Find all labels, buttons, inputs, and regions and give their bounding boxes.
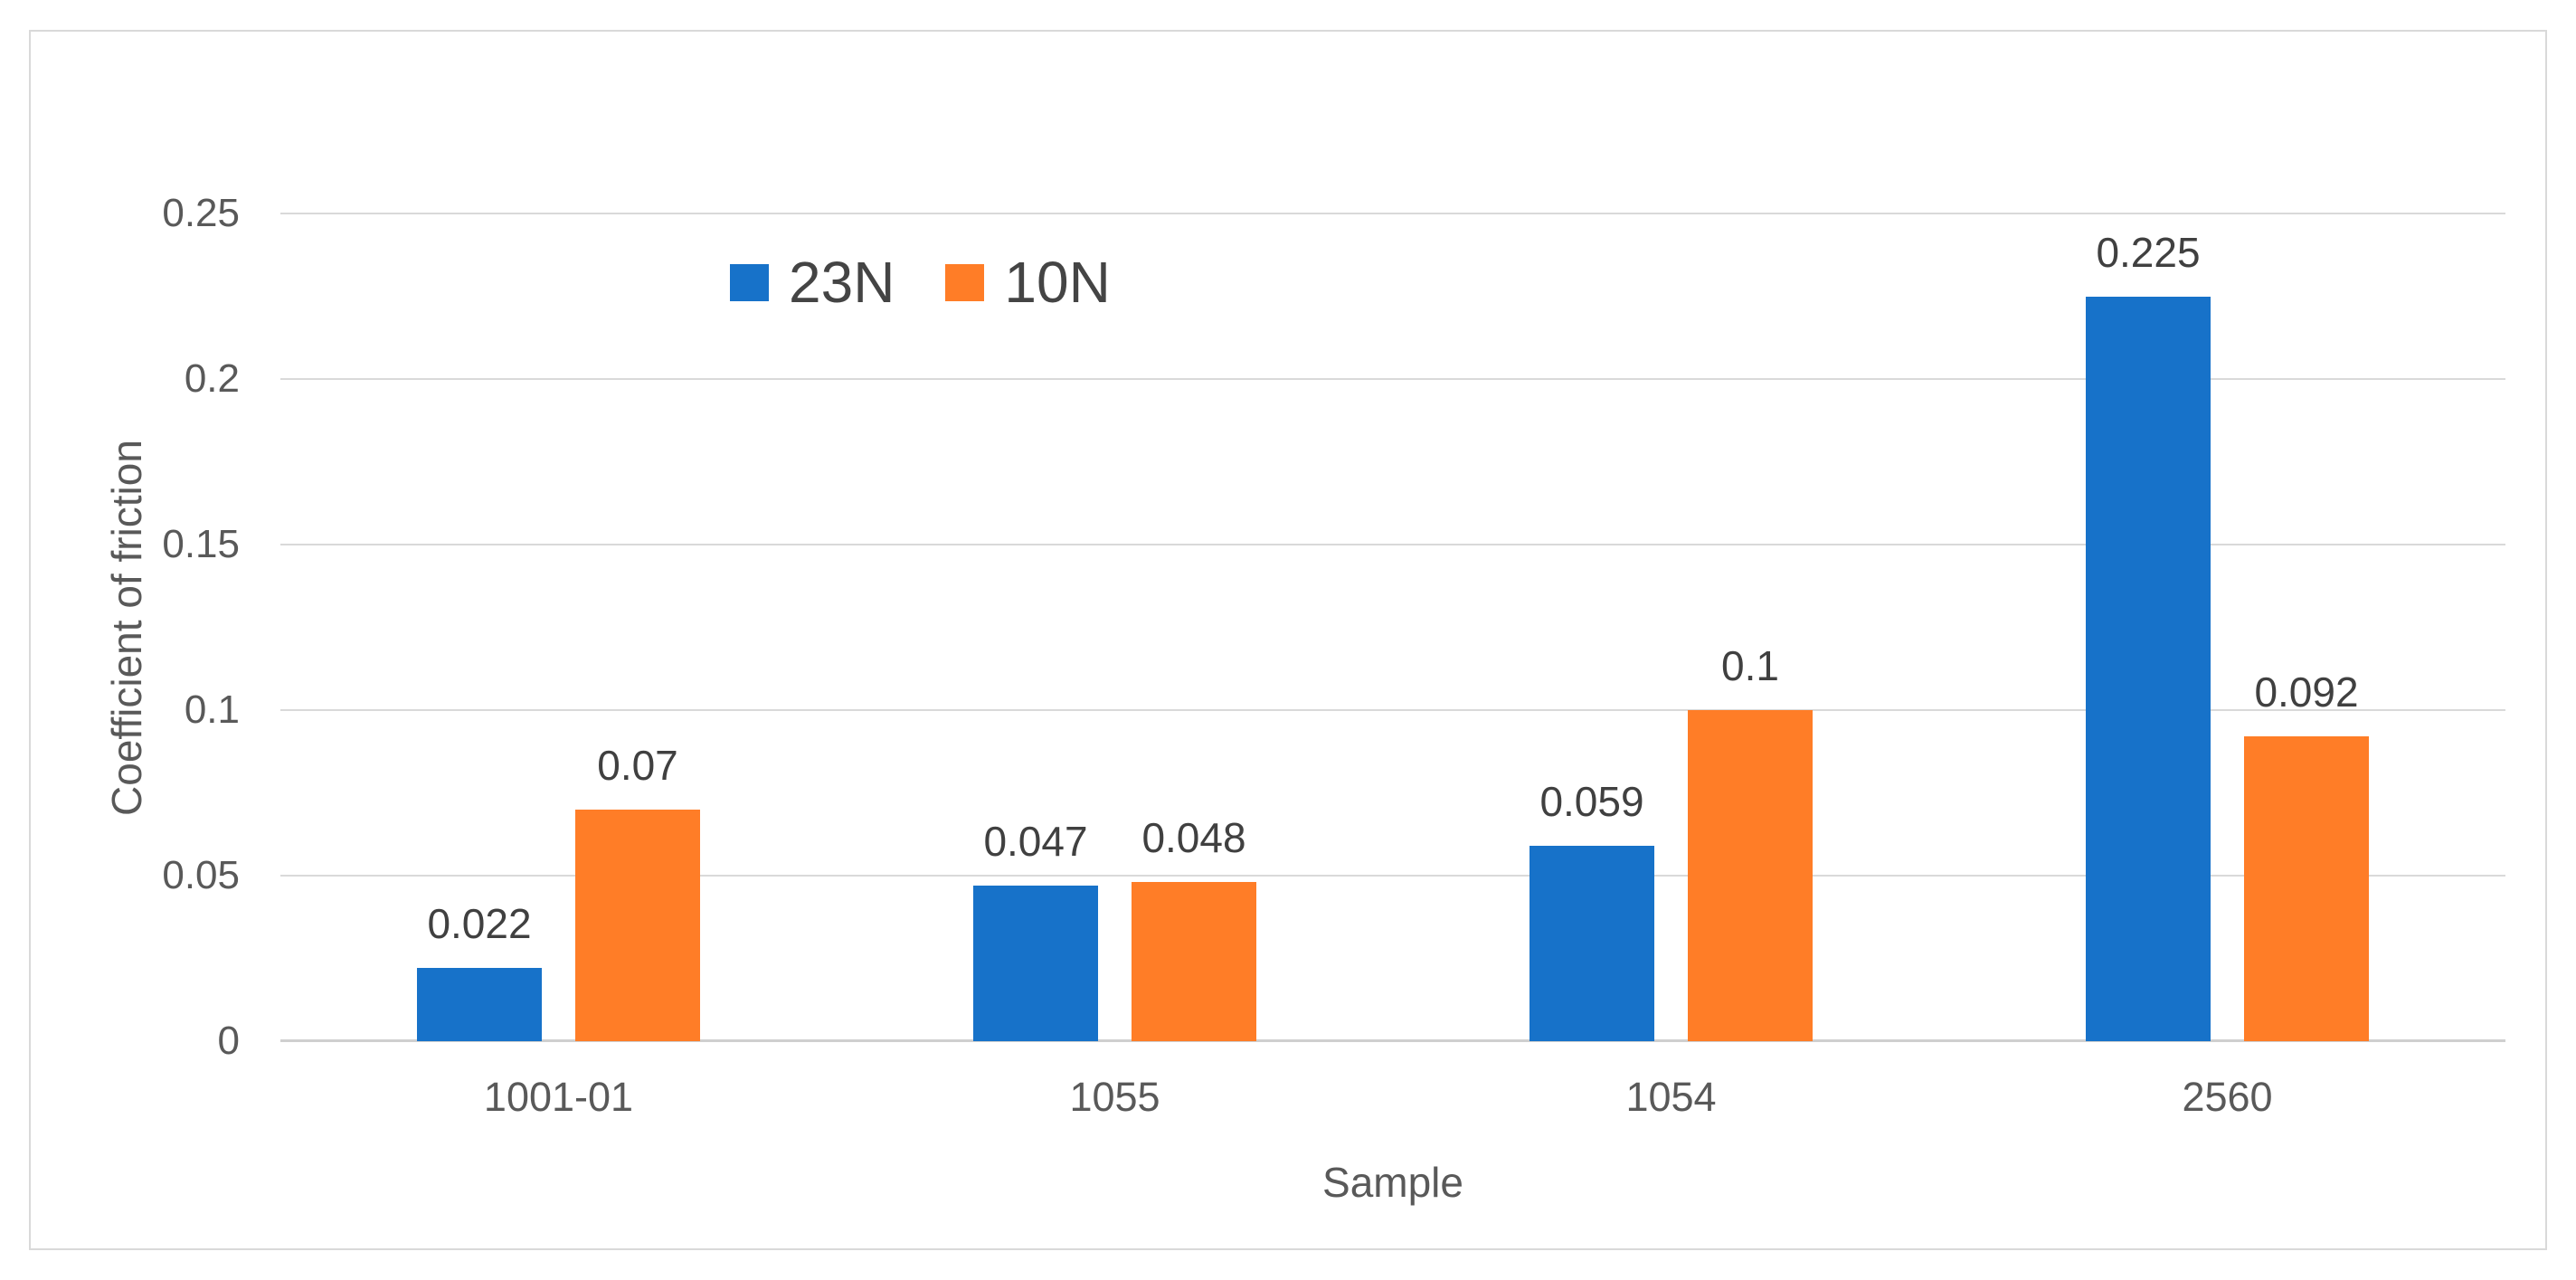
bar-wrap: 0.225 — [2086, 232, 2211, 1041]
bar-wrap: 0.092 — [2244, 671, 2369, 1041]
y-tick-label: 0.25 — [162, 191, 240, 235]
bar-wrap: 0.059 — [1530, 781, 1654, 1041]
data-label-10N-2560: 0.092 — [2254, 668, 2359, 716]
x-tick-label-1055: 1055 — [1069, 1074, 1160, 1120]
bar-23N-1001-01 — [417, 968, 542, 1041]
legend-label-23n: 23N — [789, 250, 895, 315]
bar-23N-2560 — [2086, 296, 2211, 1041]
x-axis-baseline — [280, 1039, 2505, 1042]
y-axis-title: Coefficient of friction — [103, 440, 150, 816]
gridline — [280, 213, 2505, 214]
legend-swatch-10n — [945, 263, 985, 301]
bar-23N-1055 — [973, 885, 1098, 1041]
legend-swatch-23n — [730, 263, 769, 301]
data-label-23N-1054: 0.059 — [1539, 778, 1644, 826]
bar-group-1054: 0.059 0.1 — [1393, 213, 1949, 1041]
bar-group-1055: 0.047 0.048 — [837, 213, 1393, 1041]
y-tick-label: 0.2 — [184, 356, 240, 401]
data-label-10N-1001-01: 0.07 — [597, 741, 678, 789]
gridline — [280, 378, 2505, 380]
legend-item-10n: 10N — [945, 250, 1111, 315]
gridline — [280, 709, 2505, 711]
bar-10N-1055 — [1132, 882, 1256, 1041]
bar-10N-1054 — [1688, 710, 1813, 1041]
bar-wrap: 0.048 — [1132, 817, 1256, 1041]
bar-10N-1001-01 — [575, 809, 700, 1041]
bar-23N-1054 — [1530, 846, 1654, 1041]
bar-10N-2560 — [2244, 736, 2369, 1041]
bar-group-2560: 0.225 0.092 — [1949, 213, 2505, 1041]
gridline — [280, 544, 2505, 545]
data-label-23N-1055: 0.047 — [983, 817, 1088, 865]
x-axis-tick-labels: 1001-01 1055 1054 2560 — [280, 1076, 2505, 1117]
y-tick-label: 0 — [217, 1019, 240, 1063]
x-axis-title: Sample — [1322, 1159, 1463, 1206]
legend-label-10n: 10N — [1004, 250, 1111, 315]
plot-area: 0.022 0.07 0.047 0.048 0.059 0.1 0.225 0.092 — [280, 213, 2505, 1042]
bar-wrap: 0.1 — [1688, 645, 1813, 1041]
y-tick-label: 0.1 — [184, 687, 240, 732]
data-label-23N-2560: 0.225 — [2096, 228, 2201, 276]
x-tick-label-1054: 1054 — [1625, 1074, 1717, 1120]
bar-wrap: 0.022 — [417, 903, 542, 1041]
x-tick-label-1001-01: 1001-01 — [483, 1074, 634, 1120]
gridline — [280, 875, 2505, 877]
y-tick-label: 0.05 — [162, 853, 240, 897]
bar-group-1001-01: 0.022 0.07 — [280, 213, 837, 1041]
legend: 23N 10N — [730, 253, 1111, 311]
data-label-10N-1054: 0.1 — [1721, 642, 1779, 689]
x-tick-label-2560: 2560 — [2182, 1074, 2273, 1120]
data-label-23N-1001-01: 0.022 — [427, 900, 532, 948]
y-tick-label: 0.15 — [162, 522, 240, 566]
bar-wrap: 0.07 — [575, 744, 700, 1041]
data-label-10N-1055: 0.048 — [1141, 814, 1246, 862]
legend-item-23n: 23N — [730, 253, 895, 311]
bar-wrap: 0.047 — [973, 820, 1098, 1041]
